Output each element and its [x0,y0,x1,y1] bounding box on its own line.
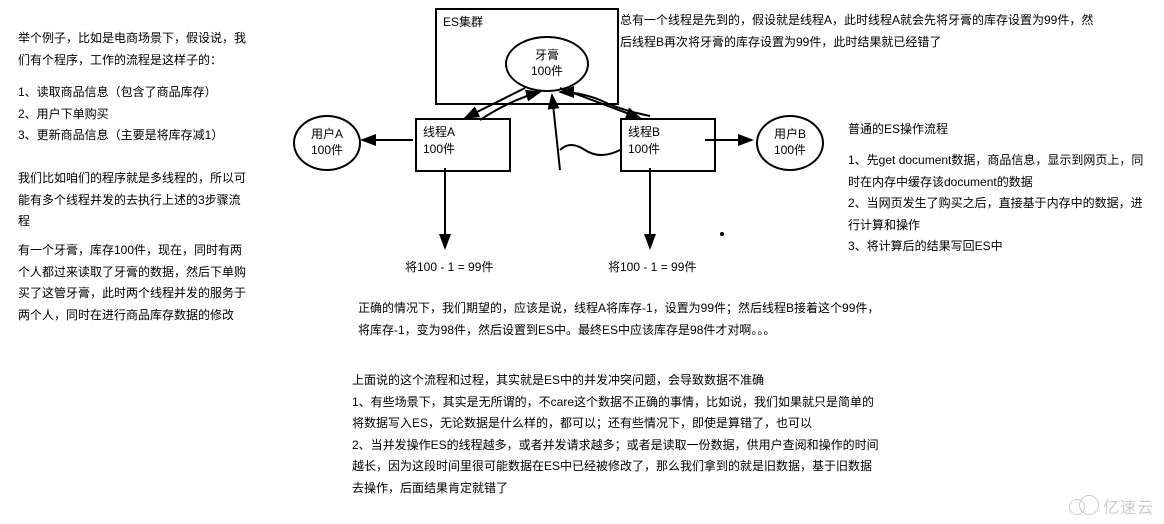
left-p1: 举个例子，比如是电商场景下，假设说，我们有个程序，工作的流程是这样子的： [18,28,248,71]
left-p2: 我们比如咱们的程序就是多线程的，所以可能有多个线程并发的去执行上述的3步骤流程 [18,168,248,233]
thread-b-qty: 100件 [628,141,708,158]
right-li2: 2、当网页发生了购买之后，直接基于内存中的数据，进行计算和操作 [848,193,1148,236]
right-li3: 3、将计算后的结果写回ES中 [848,236,1148,258]
user-b-qty: 100件 [774,143,806,159]
left-li2: 2、用户下单购买 [18,104,248,126]
mid-text: 正确的情况下，我们期望的，应该是说，线程A将库存-1，设置为99件；然后线程B接… [358,298,888,341]
bottom-p1: 上面说的这个流程和过程，其实就是ES中的并发冲突问题，会导致数据不准确 [352,370,882,392]
left-p3: 有一个牙膏，库存100件，现在，同时有两个人都过来读取了牙膏的数据，然后下单购买… [18,240,248,326]
toothpaste-label: 牙膏 [535,48,559,64]
cloud-icon [1069,497,1099,515]
user-a-label: 用户A [311,127,343,143]
calc-b-label: 将100 - 1 = 99件 [608,258,696,275]
user-b-ellipse: 用户B 100件 [756,115,824,171]
top-right-text: 总有一个线程是先到的，假设就是线程A，此时线程A就会先将牙膏的库存设置为99件，… [620,10,1100,53]
user-a-qty: 100件 [311,143,343,159]
right-list: 1、先get document数据，商品信息，显示到网页上，同时在内存中缓存该d… [848,150,1148,258]
toothpaste-qty: 100件 [531,64,563,80]
left-li3: 3、更新商品信息（主要是将库存减1） [18,125,248,147]
bottom-text: 上面说的这个流程和过程，其实就是ES中的并发冲突问题，会导致数据不准确 1、有些… [352,370,882,500]
left-intro: 举个例子，比如是电商场景下，假设说，我们有个程序，工作的流程是这样子的： [18,28,248,71]
thread-a-label: 线程A [423,124,503,141]
thread-a-box: 线程A 100件 [415,118,511,172]
es-cluster-label: ES集群 [443,14,611,31]
dot-icon [720,232,724,236]
user-b-label: 用户B [774,127,806,143]
bottom-p3: 2、当并发操作ES的线程越多，或者并发请求越多；或者是读取一份数据，供用户查阅和… [352,435,882,500]
left-li1: 1、读取商品信息（包含了商品库存） [18,82,248,104]
right-title: 普通的ES操作流程 [848,120,948,137]
bottom-p2: 1、有些场景下，其实是无所谓的，不care这个数据不正确的事情，比如说，我们如果… [352,392,882,435]
user-a-ellipse: 用户A 100件 [293,115,361,171]
right-li1: 1、先get document数据，商品信息，显示到网页上，同时在内存中缓存该d… [848,150,1148,193]
thread-b-label: 线程B [628,124,708,141]
calc-a-label: 将100 - 1 = 99件 [405,258,493,275]
watermark-text: 亿速云 [1103,494,1154,518]
left-list: 1、读取商品信息（包含了商品库存） 2、用户下单购买 3、更新商品信息（主要是将… [18,82,248,147]
thread-a-qty: 100件 [423,141,503,158]
watermark: 亿速云 [1069,494,1154,518]
toothpaste-ellipse: 牙膏 100件 [505,36,589,92]
thread-b-box: 线程B 100件 [620,118,716,172]
